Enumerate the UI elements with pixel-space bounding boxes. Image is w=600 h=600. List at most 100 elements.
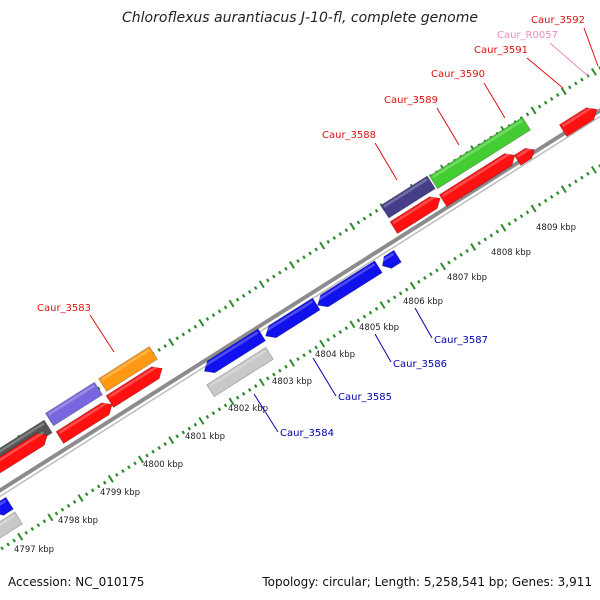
minor-tick (398, 291, 403, 296)
minor-tick (296, 357, 300, 362)
minor-tick (525, 210, 530, 215)
minor-tick (205, 317, 210, 321)
minor-tick (235, 395, 240, 400)
minor-tick (241, 293, 246, 298)
minor-tick (163, 442, 167, 446)
major-tick (47, 513, 54, 522)
feature-highlight (316, 263, 376, 302)
minor-tick (187, 328, 192, 333)
minor-tick (211, 411, 216, 416)
minor-tick (356, 220, 361, 225)
major-tick (228, 397, 235, 406)
feature-highlight (203, 331, 259, 368)
minor-tick (543, 198, 548, 203)
major-tick (590, 165, 597, 174)
major-tick (379, 301, 386, 309)
minor-tick (435, 268, 439, 273)
major-tick (590, 67, 597, 76)
minor-tick (60, 507, 65, 512)
minor-tick (308, 349, 312, 354)
scale-label: 4807 kbp (447, 273, 487, 283)
minor-tick (66, 503, 71, 508)
scale-label: 4802 kbp (228, 404, 268, 414)
gene-label-forward: Caur_3590 (431, 69, 485, 80)
minor-tick (417, 279, 421, 284)
minor-tick (344, 228, 349, 233)
minor-tick (127, 465, 131, 470)
feature-highlight (0, 499, 7, 506)
backbone-line (0, 108, 600, 493)
leader-line (374, 333, 392, 363)
minor-tick (453, 256, 457, 261)
minor-tick (598, 164, 600, 168)
minor-tick (235, 297, 240, 302)
cog-forward-feature (98, 346, 158, 392)
minor-tick (266, 278, 270, 283)
minor-tick (386, 299, 391, 304)
minor-tick (266, 376, 270, 381)
minor-tick (253, 286, 258, 291)
minor-tick (90, 488, 95, 493)
minor-tick (580, 175, 584, 180)
minor-tick (151, 449, 155, 454)
minor-tick (42, 519, 47, 524)
minor-tick (543, 100, 548, 105)
major-tick (168, 436, 175, 445)
scale-label: 4804 kbp (315, 350, 355, 360)
minor-tick (537, 202, 542, 207)
minor-tick (314, 247, 318, 252)
minor-tick (72, 500, 77, 504)
minor-tick (568, 183, 572, 188)
minor-tick (495, 229, 500, 234)
minor-tick (574, 179, 578, 184)
minor-tick (102, 480, 107, 485)
feature-highlight (209, 349, 267, 388)
minor-tick (555, 191, 560, 195)
minor-tick (302, 255, 306, 260)
minor-tick (338, 232, 343, 236)
cds-reverse-feature (0, 496, 14, 516)
cds-forward-feature (513, 147, 536, 166)
minor-tick (253, 384, 258, 389)
minor-tick (223, 305, 228, 310)
minor-tick (302, 353, 306, 358)
feature-highlight (58, 400, 109, 434)
minor-tick (580, 77, 584, 82)
scale-label: 4801 kbp (185, 432, 225, 442)
feature-highlight (432, 119, 523, 179)
scale-label: 4805 kbp (359, 323, 399, 333)
minor-tick (193, 324, 198, 329)
minor-tick (314, 345, 318, 350)
cds-reverse-feature (317, 260, 383, 308)
cds-reverse-feature (265, 297, 321, 339)
major-tick (560, 87, 567, 96)
minor-tick (157, 445, 161, 450)
minor-tick (278, 368, 282, 373)
feature-highlight (48, 384, 95, 416)
major-tick (319, 241, 326, 250)
gene-label-reverse: Caur_3586 (393, 359, 447, 370)
major-tick (319, 339, 326, 348)
minor-tick (36, 523, 41, 528)
major-tick (288, 261, 295, 269)
feature-highlight (264, 300, 314, 333)
leader-line (526, 57, 564, 89)
feature-highlight (561, 105, 594, 128)
genome-title: Chloroflexus aurantiacus J-10-fl, comple… (122, 10, 478, 26)
cds-forward-feature (389, 196, 441, 235)
cog-forward-feature (380, 175, 436, 219)
cds-forward-feature (105, 366, 163, 409)
cds-forward-feature (0, 432, 48, 474)
feature-highlight (108, 364, 159, 398)
cds-forward-feature (55, 402, 113, 445)
cog-reverse-feature (0, 511, 23, 539)
minor-tick (574, 81, 578, 86)
minor-tick (423, 276, 427, 280)
minor-tick (133, 461, 137, 466)
leader-line (89, 314, 115, 353)
minor-tick (344, 326, 349, 331)
minor-tick (247, 388, 252, 392)
minor-tick (338, 330, 343, 334)
feature-highlight (392, 194, 437, 225)
minor-tick (392, 295, 397, 300)
